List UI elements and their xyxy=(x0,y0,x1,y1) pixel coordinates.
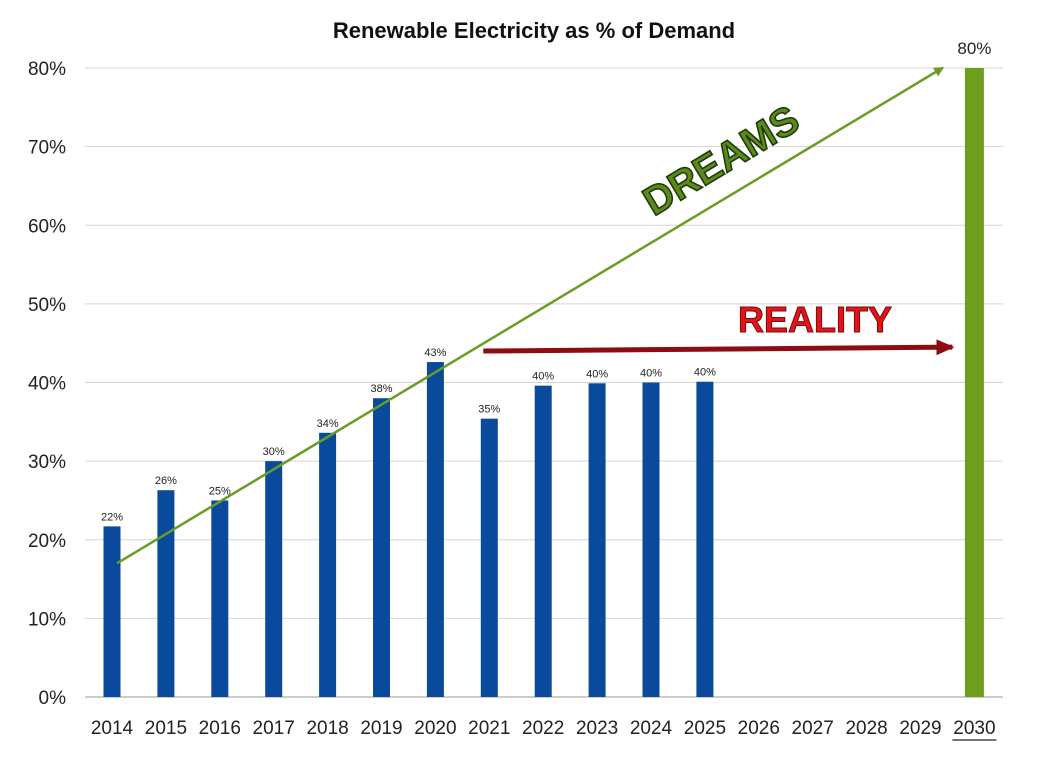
data-labels: 22% 26% 25% 30% 34% 38% 43% 35% 40% 40% 40% 40% 80% xyxy=(101,39,991,523)
bar xyxy=(642,382,660,697)
dreams-arrow xyxy=(116,66,945,565)
x-tick-label: 2014 xyxy=(91,718,134,739)
data-label: 40% xyxy=(586,368,608,380)
bar xyxy=(480,418,498,697)
data-label: 38% xyxy=(370,383,392,395)
bar xyxy=(373,398,390,697)
x-tick-label: 2026 xyxy=(738,718,780,739)
y-tick-label: 70% xyxy=(28,138,66,159)
x-tick-label: 2018 xyxy=(306,718,348,739)
bar xyxy=(157,490,175,697)
axis-labels: 0% 10% 20% 30% 40% 50% 60% 70% 80% 2014 2015 2016 20… xyxy=(28,59,997,741)
x-tick-label: 2025 xyxy=(684,718,726,739)
reality-label: REALITY xyxy=(738,299,892,340)
y-tick-label: 10% xyxy=(28,609,66,630)
x-tick-label: 2029 xyxy=(899,718,941,739)
x-tick-label: 2021 xyxy=(468,718,510,739)
data-label: 30% xyxy=(263,446,285,458)
data-label: 40% xyxy=(694,367,716,379)
bar xyxy=(534,385,552,697)
y-tick-label: 60% xyxy=(28,216,66,237)
chart-title: Renewable Electricity as % of Demand xyxy=(332,18,736,43)
x-tick-label: 2017 xyxy=(253,718,295,739)
x-tick-label: 2019 xyxy=(360,718,402,739)
bar xyxy=(211,500,229,697)
data-label: 22% xyxy=(101,511,123,523)
x-tick-label: 2016 xyxy=(199,718,241,739)
y-tick-label: 0% xyxy=(39,688,67,709)
y-tick-label: 50% xyxy=(28,295,66,316)
y-tick-label: 40% xyxy=(28,374,66,395)
data-label: 34% xyxy=(317,418,339,430)
y-tick-label: 20% xyxy=(28,531,66,552)
bar xyxy=(696,381,714,697)
reality-arrow xyxy=(483,339,955,356)
x-tick-label: 2024 xyxy=(630,718,673,739)
bar xyxy=(588,383,606,697)
dreams-label: DREAMS xyxy=(636,97,807,224)
data-label: 40% xyxy=(532,371,554,383)
target-bar xyxy=(964,68,984,697)
data-label: 40% xyxy=(640,368,662,380)
bar xyxy=(426,362,444,697)
data-label: 80% xyxy=(957,39,991,58)
y-tick-label: 80% xyxy=(28,59,66,80)
x-tick-label: 2015 xyxy=(145,718,187,739)
bar xyxy=(103,526,121,697)
data-label: 25% xyxy=(209,485,231,497)
bars xyxy=(103,68,984,697)
x-tick-label: 2022 xyxy=(522,718,564,739)
data-label: 35% xyxy=(478,404,500,416)
bar xyxy=(265,461,283,697)
x-tick-label: 2030 xyxy=(953,718,995,739)
bar xyxy=(319,432,337,697)
x-tick-label: 2023 xyxy=(576,718,618,739)
x-tick-label: 2020 xyxy=(414,718,456,739)
x-tick-label: 2027 xyxy=(792,718,834,739)
data-label: 26% xyxy=(155,475,177,487)
x-tick-label: 2028 xyxy=(845,718,887,739)
data-label: 43% xyxy=(424,347,446,359)
y-tick-label: 30% xyxy=(28,452,66,473)
